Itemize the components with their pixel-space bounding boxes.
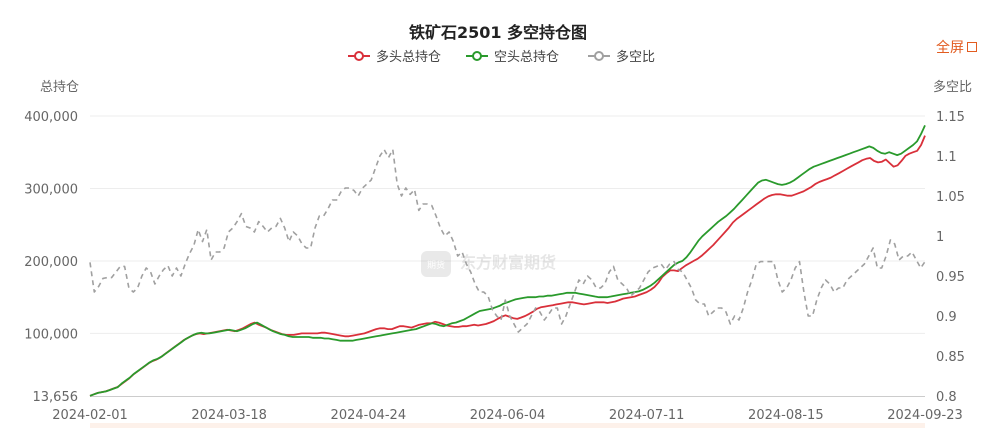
- y-tick-label: 300,000: [24, 182, 78, 197]
- y2-tick-label: 1: [936, 230, 944, 245]
- svg-text:期货: 期货: [427, 259, 445, 271]
- fullscreen-icon: [967, 42, 977, 52]
- series-line-多空比: [89, 148, 926, 333]
- x-tick-label: 2024-04-24: [331, 408, 407, 423]
- x-tick-label: 2024-09-23: [887, 408, 963, 423]
- legend-item[interactable]: 多空比: [588, 49, 655, 65]
- y2-tick-label: 0.95: [936, 270, 965, 285]
- legend-marker-icon: [472, 51, 482, 61]
- y-tick-label: 200,000: [24, 255, 78, 270]
- watermark: 期货 东方财富期货: [421, 251, 556, 277]
- y2-tick-label: 0.8: [936, 390, 957, 405]
- y2-tick-label: 0.85: [936, 350, 965, 365]
- x-tick-label: 2024-06-04: [470, 408, 546, 423]
- legend-item[interactable]: 多头总持仓: [348, 49, 441, 65]
- legend-marker-icon: [594, 51, 604, 61]
- x-tick-label: 2024-08-15: [748, 408, 824, 423]
- y2-tick-label: 1.15: [936, 110, 965, 125]
- watermark-text: 东方财富期货: [460, 253, 556, 272]
- chart-legend[interactable]: 多头总持仓 空头总持仓 多空比: [348, 49, 655, 65]
- series-lines: [89, 125, 926, 397]
- y2-tick-label: 1.05: [936, 190, 965, 205]
- x-tick-label: 2024-02-01: [52, 408, 128, 423]
- legend-item[interactable]: 空头总持仓: [466, 50, 559, 65]
- legend-label: 多空比: [616, 49, 655, 65]
- watermark-logo-icon: [421, 251, 451, 277]
- y2-tick-label: 1.1: [936, 150, 957, 165]
- y-tick-label: 100,000: [24, 327, 78, 342]
- grid-lines: [90, 115, 925, 334]
- fullscreen-label: 全屏: [936, 40, 964, 56]
- y2-axis-label: 多空比: [933, 79, 972, 95]
- fullscreen-button[interactable]: 全屏: [936, 37, 977, 57]
- axes: 13,656 100,000 200,000 300,000 400,000 0.8 0.8…: [24, 110, 965, 423]
- legend-label: 多头总持仓: [376, 49, 441, 65]
- scroll-strip: [90, 423, 925, 428]
- x-tick-label: 2024-07-11: [609, 408, 685, 423]
- legend-label: 空头总持仓: [494, 50, 559, 65]
- y-tick-label: 400,000: [24, 110, 78, 125]
- chart-title: 铁矿石2501 多空持仓图: [409, 23, 587, 42]
- x-tick-label: 2024-03-18: [191, 408, 267, 423]
- legend-marker-icon: [354, 51, 364, 61]
- series-line-空头总持仓: [89, 125, 926, 397]
- y-axis-label: 总持仓: [40, 80, 79, 95]
- y2-tick-label: 0.9: [936, 310, 957, 325]
- y-tick-label: 13,656: [33, 390, 79, 405]
